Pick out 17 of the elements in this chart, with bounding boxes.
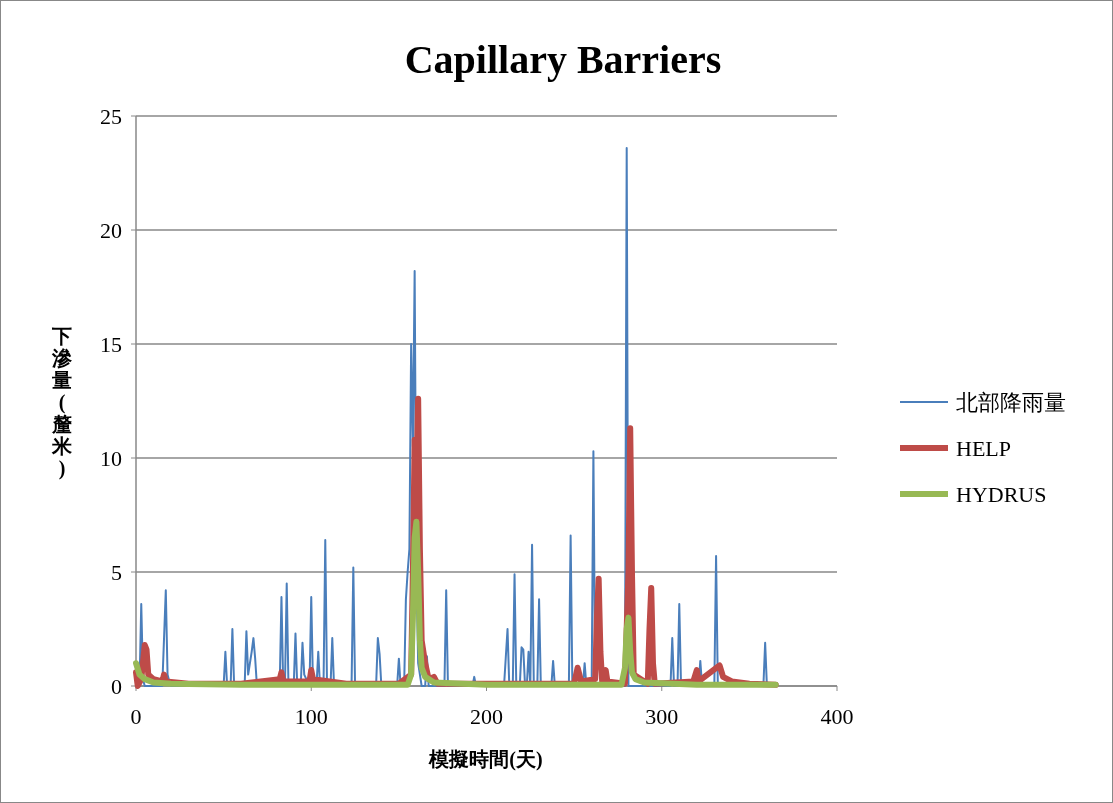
- y-tick-label: 20: [100, 217, 122, 243]
- x-tick-label: 400: [820, 704, 854, 729]
- y-axis-title: 下滲量(釐米): [51, 325, 73, 480]
- y-tick-label: 25: [100, 103, 122, 129]
- y-tick-label: 10: [100, 445, 122, 471]
- legend-label: HYDRUS: [956, 481, 1047, 507]
- y-tick-label: 15: [100, 331, 122, 357]
- chart-title: Capillary Barriers: [404, 37, 722, 82]
- x-tick-label: 200: [470, 704, 503, 729]
- x-tick-label: 300: [645, 704, 679, 729]
- legend-label: HELP: [956, 435, 1011, 461]
- x-tick-label: 100: [294, 704, 328, 729]
- x-axis-title: 模擬時間(天): [428, 748, 543, 771]
- y-tick-label: 5: [111, 559, 122, 585]
- legend-label: 北部降雨量: [956, 389, 1066, 415]
- y-tick-label: 0: [111, 673, 122, 699]
- x-tick-label: 0: [130, 704, 142, 729]
